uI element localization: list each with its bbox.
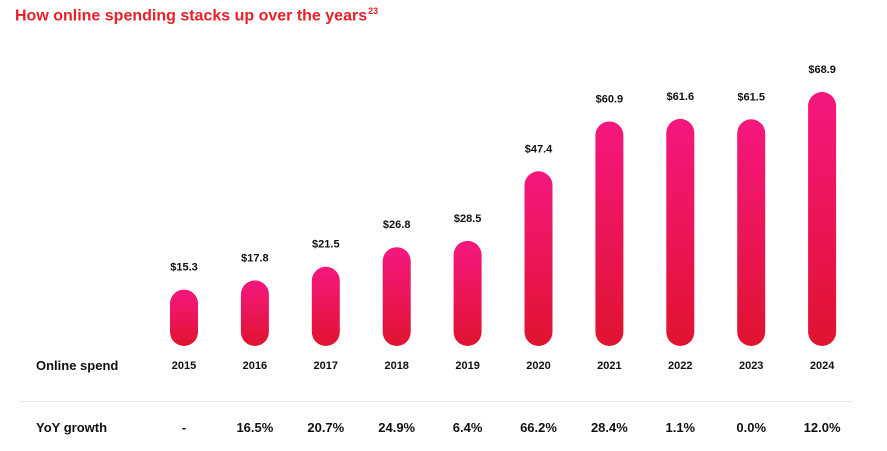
bar-2017 — [311, 266, 340, 346]
bar-2018 — [382, 247, 411, 346]
bar-2020 — [524, 171, 553, 346]
year-label-2021: 2021 — [597, 360, 621, 372]
year-label-2018: 2018 — [384, 360, 408, 372]
year-label-2019: 2019 — [455, 360, 479, 372]
online-spend-label: Online spend — [36, 358, 119, 373]
value-label-2022: $61.6 — [667, 91, 695, 103]
year-label-2022: 2022 — [668, 360, 692, 372]
yoy-growth-2022: 1.1% — [665, 420, 696, 435]
bar-2016 — [240, 280, 269, 346]
row-divider — [20, 401, 852, 402]
yoy-growth-2021: 28.4% — [590, 420, 628, 435]
bar-2015 — [170, 289, 198, 346]
yoy-growth-2015: - — [181, 420, 187, 435]
title-footnote: 23 — [368, 6, 379, 16]
value-label-2020: $47.4 — [525, 143, 553, 155]
year-label-2020: 2020 — [526, 360, 550, 372]
bar-2019 — [453, 240, 482, 346]
value-label-2017: $21.5 — [312, 239, 340, 251]
chart-title: How online spending stacks up over the y… — [15, 6, 379, 25]
bar-2023 — [737, 119, 766, 346]
year-label-2015: 2015 — [172, 360, 196, 372]
bar-2022 — [666, 118, 695, 346]
yoy-growth-2020: 66.2% — [520, 420, 557, 435]
year-label-2023: 2023 — [739, 360, 763, 372]
year-label-2016: 2016 — [243, 360, 267, 372]
year-label-2024: 2024 — [810, 360, 835, 372]
yoy-growth-2023: 0.0% — [736, 420, 767, 435]
value-label-2016: $17.8 — [241, 252, 269, 264]
bar-2021 — [595, 121, 624, 346]
value-label-2018: $26.8 — [383, 219, 411, 231]
value-label-2019: $28.5 — [454, 213, 482, 225]
yoy-growth-2019: 6.4% — [452, 420, 483, 435]
yoy-growth-2017: 20.7% — [307, 420, 345, 435]
yoy-growth-2018: 24.9% — [378, 420, 416, 435]
value-label-2021: $60.9 — [596, 93, 624, 105]
value-label-2023: $61.5 — [737, 91, 765, 103]
yoy-growth-2016: 16.5% — [236, 420, 274, 435]
year-label-2017: 2017 — [314, 360, 338, 372]
value-label-2015: $15.3 — [170, 262, 198, 274]
bar-2024 — [808, 92, 837, 346]
value-label-2024: $68.9 — [808, 64, 836, 76]
yoy-growth-label: YoY growth — [36, 420, 108, 435]
yoy-growth-2024: 12.0% — [803, 420, 841, 435]
